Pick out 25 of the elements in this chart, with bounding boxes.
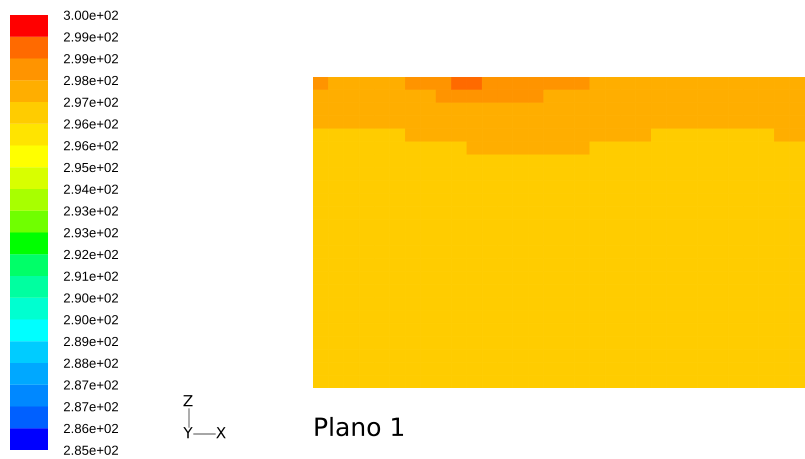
color-bar-label: 2.85e+02 (64, 446, 118, 455)
color-bar-label: 2.95e+02 (64, 162, 118, 172)
color-bar-label: 2.90e+02 (64, 293, 118, 303)
color-bar-label: 2.93e+02 (64, 228, 118, 238)
color-bar-label: 2.87e+02 (64, 380, 118, 390)
text: Z (183, 395, 193, 406)
color-bar-label: 2.88e+02 (64, 358, 118, 368)
color-bar-label: 2.96e+02 (64, 141, 118, 150)
color-bar-label: 2.98e+02 (64, 76, 118, 86)
text: Plano 1 (315, 416, 404, 436)
text: Y (183, 427, 193, 438)
color-bar-label: 2.94e+02 (64, 184, 118, 194)
color-bar-label: 2.97e+02 (64, 98, 118, 107)
color-bar-label: 2.89e+02 (64, 336, 118, 346)
color-bar-label: 2.99e+02 (64, 54, 118, 64)
color-bar-label: 2.92e+02 (64, 250, 118, 260)
color-bar-label: 2.87e+02 (64, 402, 118, 412)
color-bar-label: 2.99e+02 (64, 32, 118, 42)
color-bar-label: 2.93e+02 (64, 206, 118, 216)
color-bar-label: 2.96e+02 (64, 119, 118, 129)
color-bar-label: 2.90e+02 (64, 315, 118, 324)
color-bar-label: 2.91e+02 (64, 272, 118, 281)
text: X (216, 427, 226, 438)
color-bar-label: 3.00e+02 (64, 10, 118, 20)
color-bar-label: 2.86e+02 (64, 424, 118, 434)
